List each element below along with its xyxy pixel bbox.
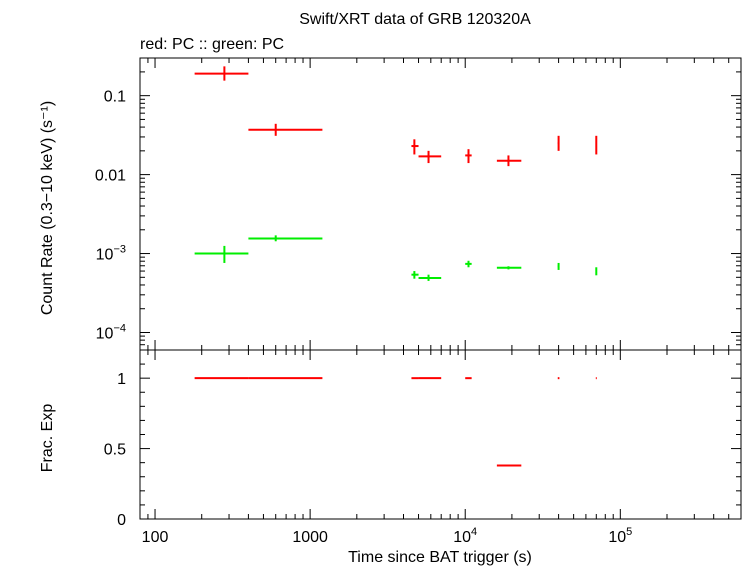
data-marks bbox=[194, 66, 598, 467]
x-axis-label: Time since BAT trigger (s) bbox=[348, 549, 532, 566]
y-tick-label: 1 bbox=[117, 371, 126, 388]
y-tick-label: 10−3 bbox=[96, 244, 126, 264]
axis-ticks: 0.1 0.01 10−3 10−4 1 0.5 0 100 1000 104 105 bbox=[95, 58, 742, 546]
fracexp-frame bbox=[139, 349, 742, 520]
rate-point bbox=[194, 66, 249, 81]
chart-title: Swift/XRT data of GRB 120320A bbox=[299, 11, 531, 28]
rate-point bbox=[496, 266, 522, 270]
y-tick-label: 0 bbox=[117, 512, 126, 529]
rate-point bbox=[248, 123, 323, 136]
rate-point bbox=[248, 235, 323, 242]
rate-point bbox=[418, 274, 442, 281]
x-tick-label: 100 bbox=[142, 529, 169, 546]
rate-point bbox=[595, 267, 598, 276]
y-tick-label: 0.5 bbox=[104, 442, 126, 459]
x-tick-label: 1000 bbox=[292, 529, 328, 546]
y-tick-label: 10−4 bbox=[96, 322, 126, 342]
rate-point bbox=[418, 150, 442, 164]
y-axis-label-fracexp: Frac. Exp bbox=[39, 404, 56, 473]
rate-point bbox=[465, 149, 472, 164]
x-tick-label: 104 bbox=[453, 526, 477, 546]
y-axis-label-rate: Count Rate (0.3−10 keV) (s⁻¹) bbox=[39, 101, 56, 315]
rate-point bbox=[496, 155, 522, 167]
chart-subtitle: red: PC :: green: PC bbox=[140, 36, 284, 53]
rate-point bbox=[411, 139, 419, 155]
rate-frame bbox=[139, 57, 742, 351]
y-tick-label: 0.1 bbox=[104, 89, 126, 106]
x-tick-label: 105 bbox=[608, 526, 632, 546]
rate-point bbox=[557, 135, 560, 151]
rate-point bbox=[411, 271, 419, 279]
y-tick-label: 0.01 bbox=[95, 168, 126, 185]
rate-point bbox=[194, 245, 249, 263]
rate-point bbox=[595, 135, 598, 155]
rate-point bbox=[557, 262, 560, 270]
rate-point bbox=[465, 260, 472, 268]
plot-frames bbox=[139, 57, 742, 520]
